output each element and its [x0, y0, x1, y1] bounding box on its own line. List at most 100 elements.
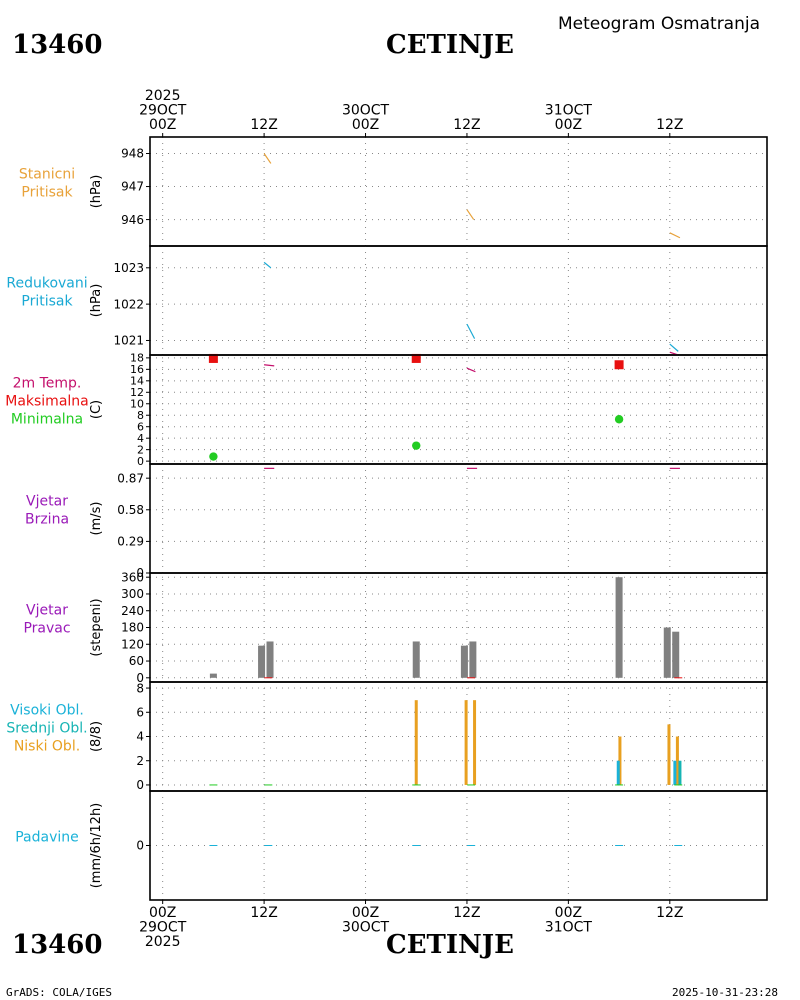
panel-title: Pritisak	[21, 294, 73, 310]
panel-wind-direction: 360 300 240 180 120 60 0 (stepeni) Vjetar Pravac	[23, 570, 768, 685]
xtick-label-bottom: 29OCT	[139, 920, 187, 936]
panel-precipitation: 0 (mm/6h/12h) Padavine	[15, 790, 768, 901]
ytick-label: 300	[121, 587, 144, 601]
time-axis: 202529OCT00Z00Z29OCT202512Z12Z30OCT00Z00…	[139, 88, 683, 950]
ytick-label: 0	[136, 778, 144, 792]
station-name-top: CETINJE	[386, 30, 514, 60]
wind-dir-bar	[209, 673, 217, 678]
wind-dir-bar	[615, 577, 623, 678]
ytick-label: 8	[137, 409, 144, 422]
panel-frame	[149, 136, 768, 247]
xtick-label-top: 2025	[145, 88, 181, 104]
panel-title: 2m Temp.	[13, 376, 82, 392]
ytick-label: 0	[136, 671, 144, 685]
panel-title: Niski Obl.	[14, 739, 80, 755]
product-title: Meteogram Osmatranja	[558, 14, 761, 34]
ytick-label: 60	[129, 654, 144, 668]
min-temp-marker	[412, 441, 421, 450]
timestamp-text: 2025-10-31-23:28	[672, 986, 778, 999]
low-cloud-bar	[414, 700, 418, 785]
panel-title: Visoki Obl.	[10, 703, 84, 719]
temp-line	[264, 364, 275, 367]
panel-frame	[149, 354, 768, 465]
ylabel: (mm/6h/12h)	[89, 803, 104, 889]
xtick-label-top: 00Z	[149, 117, 176, 133]
series-line	[669, 232, 681, 239]
ytick-label: 2	[137, 444, 144, 457]
low-cloud-bar	[464, 700, 468, 785]
series-line	[466, 209, 475, 220]
xtick-label-bottom: 00Z	[555, 905, 582, 921]
max-temp-marker	[614, 360, 624, 370]
ytick-label: 16	[130, 363, 144, 376]
panel-title: Brzina	[25, 512, 69, 528]
ytick-label: 8	[136, 681, 144, 695]
panel-title: Srednji Obl.	[6, 721, 87, 737]
panel-title: Vjetar	[26, 603, 68, 619]
mid-cloud-bar	[678, 760, 682, 785]
panel-title: Stanicni	[19, 167, 75, 183]
xtick-label-bottom: 12Z	[453, 905, 480, 921]
ylabel: (hPa)	[89, 175, 104, 209]
panel-title: Redukovani	[6, 276, 87, 292]
max-temp-marker	[411, 353, 421, 363]
panel-frame	[149, 463, 768, 574]
ylabel: (8/8)	[89, 721, 104, 752]
panel-reduced-pressure: 1023 1022 1021 (hPa)Redukovani Pritisak	[6, 245, 768, 356]
panel-wind-speed: 0.87 0.58 0.29 0 (m/s) Vjetar Brzina	[25, 463, 768, 580]
panel-frame	[149, 245, 768, 356]
temp-line	[466, 367, 476, 373]
panel-title: Maksimalna	[5, 394, 89, 410]
high-cloud-bar	[616, 760, 620, 785]
max-temp-marker	[208, 353, 218, 363]
ytick-label: 1022	[113, 297, 144, 311]
xtick-label-top: 12Z	[250, 117, 277, 133]
ytick-label: 1023	[113, 261, 144, 275]
station-name-bottom: CETINJE	[386, 930, 514, 960]
min-temp-marker	[614, 415, 624, 424]
station-id-bottom: 13460	[12, 930, 103, 960]
xtick-label-bottom: 00Z	[149, 905, 176, 921]
wind-dir-bar	[672, 631, 680, 678]
series-line	[669, 343, 679, 352]
wind-dir-bar	[469, 641, 477, 678]
xtick-label-bottom: 12Z	[656, 905, 683, 921]
xtick-label-bottom: 30OCT	[342, 920, 390, 936]
ytick-label: 12	[130, 386, 144, 399]
high-cloud-bar	[673, 760, 677, 785]
ytick-label: 0	[136, 566, 144, 580]
ytick-label: 1021	[113, 334, 144, 348]
panel-frame	[149, 790, 768, 901]
low-cloud-bar	[473, 700, 477, 785]
ytick-label: 946	[121, 213, 144, 227]
panel-title: Pritisak	[21, 185, 73, 201]
min-temp-marker	[209, 452, 218, 461]
series-line	[466, 323, 476, 339]
ytick-label: 0	[137, 455, 144, 468]
xtick-label-top: 31OCT	[545, 103, 593, 119]
ytick-label: 0.58	[117, 503, 144, 517]
panel-title: Padavine	[15, 830, 79, 846]
ytick-label: 240	[121, 604, 144, 618]
ytick-label: 18	[130, 352, 144, 365]
xtick-label-bottom: 31OCT	[545, 920, 593, 936]
panel-frame	[149, 681, 768, 792]
low-cloud-bar	[667, 724, 671, 785]
panel-station-pressure: 948 947 946 (hPa) Stanicni Pritisak	[19, 136, 768, 247]
low-cloud-bar	[618, 736, 622, 785]
ytick-label: 10	[130, 398, 144, 411]
wind-dir-bar	[663, 627, 671, 678]
ytick-label: 2	[136, 754, 144, 768]
wind-dir-bar	[460, 645, 468, 678]
ytick-label: 180	[121, 621, 144, 635]
ylabel: (stepeni)	[89, 598, 104, 656]
wind-dir-bar	[258, 645, 266, 678]
xtick-label-top: 12Z	[656, 117, 683, 133]
xtick-label-bottom: 12Z	[250, 905, 277, 921]
ytick-label: 360	[121, 570, 144, 584]
xtick-label-top: 12Z	[453, 117, 480, 133]
low-cloud-bar	[675, 736, 679, 785]
ytick-label: 0.87	[117, 471, 144, 485]
ytick-label: 14	[130, 375, 144, 388]
